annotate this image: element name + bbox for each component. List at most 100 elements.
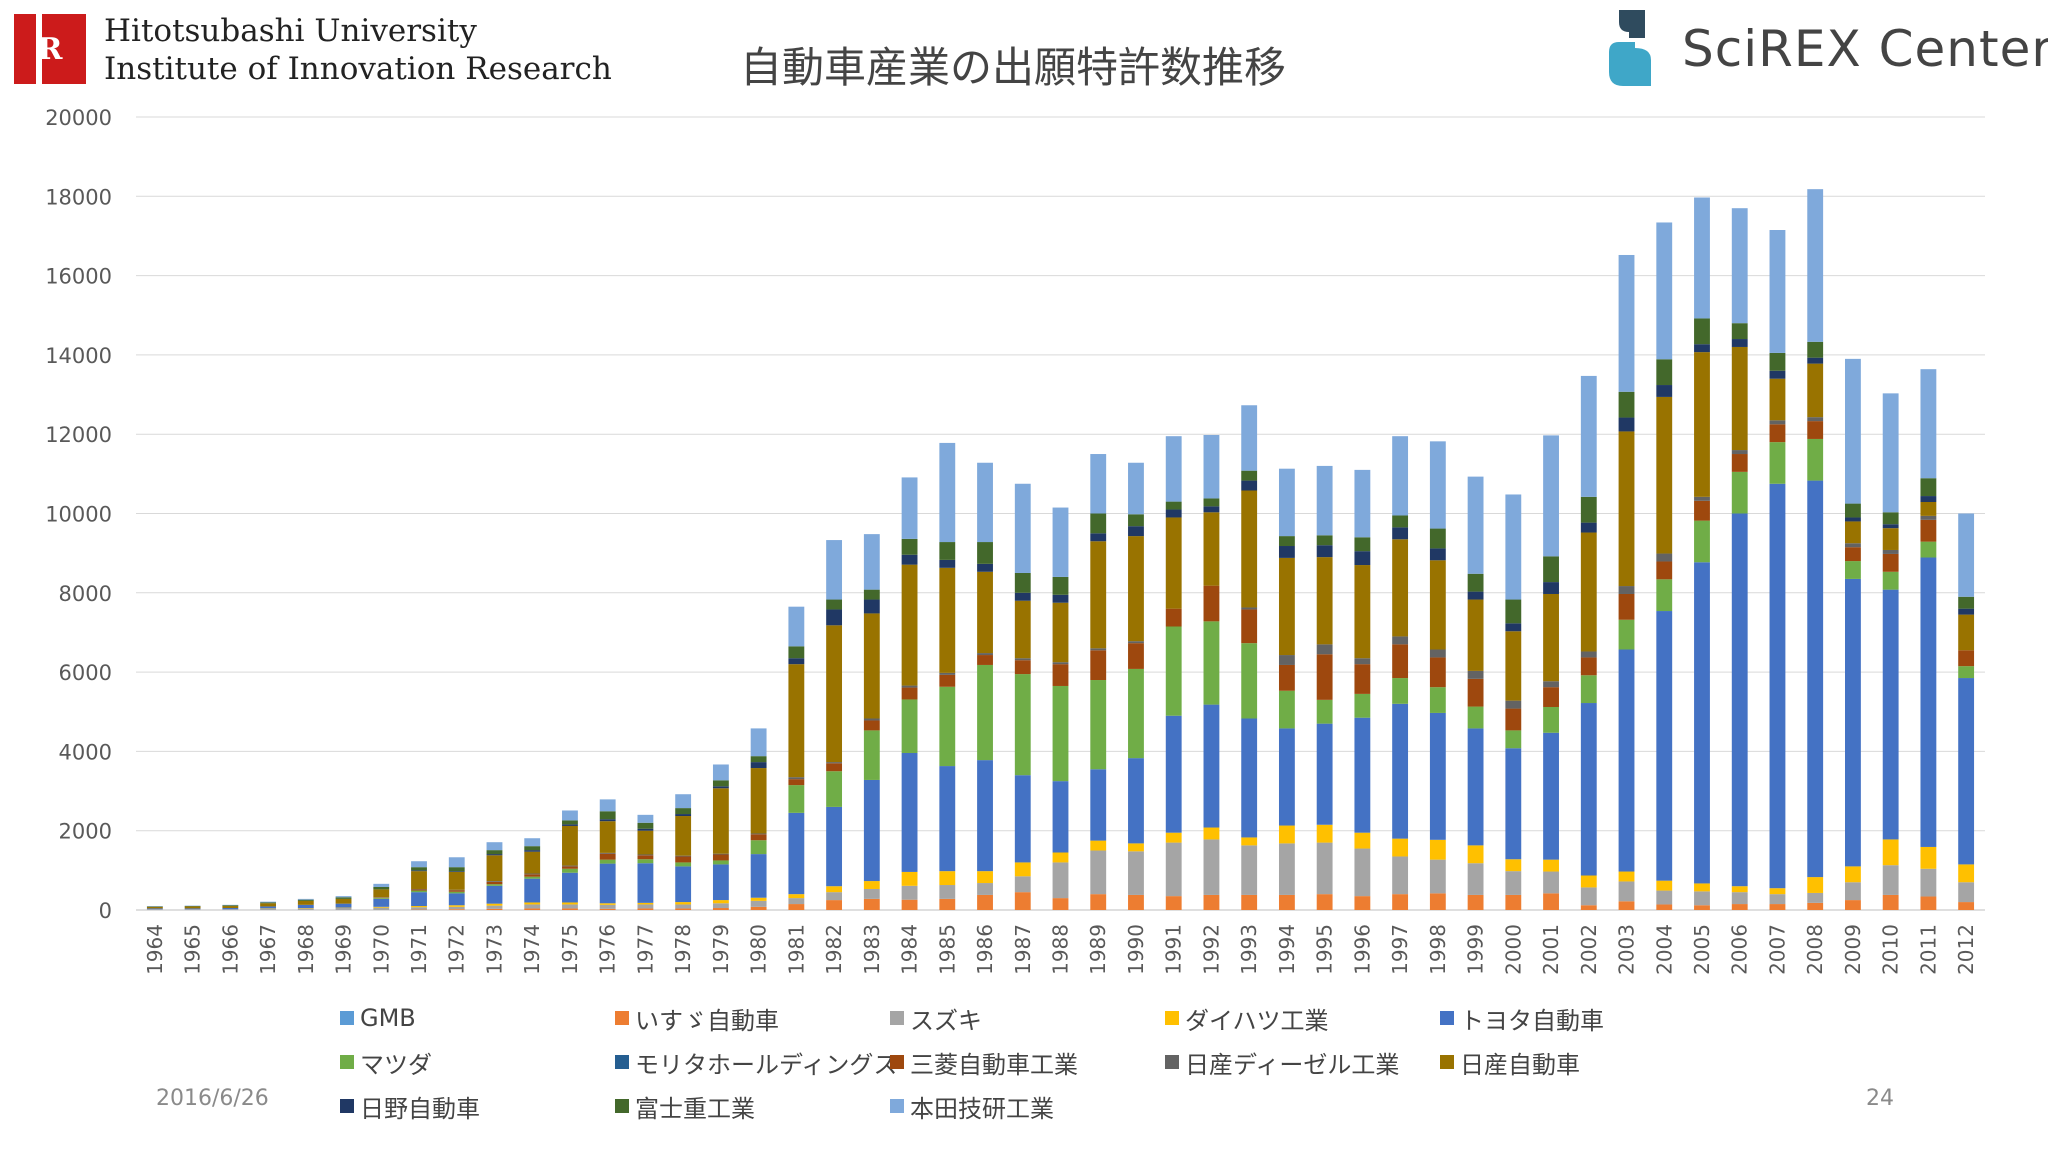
bar-segment — [1090, 541, 1107, 649]
bar-segment — [1090, 850, 1107, 895]
x-tick-label: 1987 — [1011, 924, 1035, 975]
bar-segment — [1354, 896, 1371, 910]
bar-segment — [977, 655, 993, 665]
legend-item: 富士重工業 — [615, 1084, 755, 1128]
bar-segment — [297, 908, 314, 910]
bar-segment — [637, 904, 654, 909]
bar-segment — [712, 788, 729, 854]
bar-segment — [524, 876, 541, 879]
legend-label: 本田技研工業 — [910, 1094, 1054, 1123]
bar-segment — [901, 554, 918, 565]
bar-segment — [599, 852, 616, 854]
bar-segment — [260, 903, 276, 907]
bar-segment — [562, 810, 578, 821]
x-tick-label: 1991 — [1162, 924, 1186, 975]
legend-label: ダイハツ工業 — [1185, 1006, 1329, 1035]
bar-segment — [788, 785, 805, 813]
bar-segment — [1505, 748, 1522, 860]
y-tick-label: 2000 — [59, 820, 112, 844]
bar-segment — [1580, 875, 1597, 888]
bar-segment — [1543, 732, 1559, 860]
bar-segment — [184, 906, 201, 909]
bar-segment — [712, 786, 729, 789]
bar-segment — [826, 599, 843, 610]
bar-segment — [1845, 882, 1861, 901]
bar-segment — [1769, 230, 1786, 353]
bar-segment — [1128, 536, 1144, 642]
bar-segment — [1731, 892, 1748, 905]
x-tick-label: 1988 — [1049, 924, 1073, 975]
bar-segment — [1505, 859, 1522, 872]
bar-segment — [1618, 593, 1635, 620]
bar-segment — [675, 814, 692, 817]
x-tick-label: 2006 — [1728, 924, 1752, 975]
x-tick-label: 1964 — [143, 924, 167, 975]
bar-segment — [1278, 468, 1295, 537]
bar-segment — [1769, 483, 1786, 889]
bar-segment — [448, 909, 465, 910]
bar-segment — [712, 903, 729, 909]
x-tick-label: 1999 — [1464, 924, 1488, 975]
bar-segment — [826, 763, 843, 772]
bar-segment — [826, 762, 843, 764]
bar-segment — [1769, 888, 1786, 895]
bar-segment — [1882, 393, 1899, 513]
scirex-logo-icon — [1609, 10, 1651, 86]
bar-segment — [222, 909, 239, 910]
legend-label: 日野自動車 — [360, 1094, 480, 1123]
bar-segment — [1052, 898, 1069, 910]
bar-segment — [1882, 528, 1899, 550]
bar-segment — [939, 686, 956, 767]
y-tick-label: 4000 — [59, 740, 112, 764]
legend-label: 日産ディーゼル工業 — [1185, 1050, 1400, 1079]
legend-item: 日産自動車 — [1440, 1040, 1580, 1084]
bar-segment — [1429, 839, 1446, 860]
bar-segment — [1467, 863, 1484, 895]
bar-segment — [1694, 562, 1710, 884]
bar-segment — [1128, 643, 1144, 669]
bar-segment — [1278, 843, 1295, 895]
bar-segment — [826, 609, 843, 626]
bar-segment — [599, 904, 616, 909]
bar-segment — [411, 890, 427, 893]
bar-segment — [1128, 514, 1144, 527]
bar-segment — [1618, 417, 1635, 432]
bar-segment — [1316, 842, 1333, 895]
bar-segment — [1392, 894, 1409, 910]
bar-segment — [297, 900, 314, 905]
bar-segment — [1165, 436, 1182, 502]
bar-segment — [1241, 643, 1258, 719]
legend-label: トヨタ自動車 — [1460, 1006, 1604, 1035]
bar-segment — [1052, 781, 1069, 853]
x-tick-label: 2005 — [1690, 924, 1714, 975]
bar-segment — [1694, 496, 1710, 501]
legend-item: ダイハツ工業 — [1165, 996, 1329, 1040]
bar-segment — [863, 599, 880, 614]
legend-label: 日産自動車 — [1460, 1050, 1580, 1079]
x-tick-label: 2007 — [1765, 924, 1789, 975]
bar-segment — [1958, 678, 1975, 865]
bar-segment — [260, 901, 276, 903]
bar-segment — [1505, 700, 1522, 709]
bar-segment — [826, 625, 843, 763]
bar-segment — [1278, 894, 1295, 910]
bar-segment — [1807, 902, 1824, 910]
bar-segment — [1882, 865, 1899, 895]
bar-segment — [1694, 905, 1710, 910]
bar-segment — [297, 898, 314, 900]
bar-segment — [1618, 586, 1635, 594]
bar-segment — [1580, 375, 1597, 497]
bar-segment — [1807, 417, 1824, 422]
legend-swatch — [890, 1055, 904, 1069]
legend-swatch — [1165, 1011, 1179, 1025]
bar-segment — [1920, 496, 1937, 503]
x-tick-label: 1984 — [898, 924, 922, 975]
bar-segment — [637, 828, 654, 831]
bar-segment — [1241, 480, 1258, 491]
bar-segment — [260, 908, 276, 910]
bar-segment — [1090, 840, 1107, 851]
bar-segment — [1128, 526, 1144, 537]
bar-segment — [1128, 851, 1144, 895]
bar-segment — [562, 908, 578, 910]
bar-segment — [1052, 594, 1069, 603]
